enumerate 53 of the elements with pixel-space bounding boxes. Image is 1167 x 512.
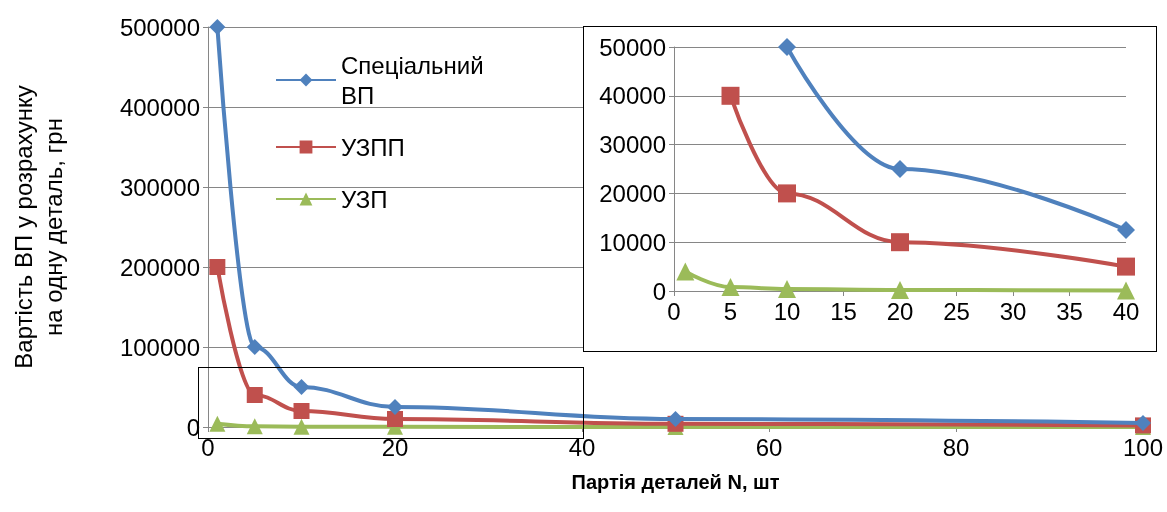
y-axis-title: Вартість ВП у розрахунку на одну деталь, грн — [9, 85, 67, 369]
x-axis-title: Партія деталей N, шт — [571, 471, 780, 493]
x-tick-label: 25 — [943, 297, 970, 325]
point — [891, 233, 909, 252]
point — [778, 280, 796, 299]
point — [293, 418, 310, 435]
point — [293, 403, 310, 419]
x-tick-label: 20 — [886, 297, 914, 325]
y-tick-label: 500000 — [119, 13, 200, 41]
y-tick-label: 50000 — [599, 33, 666, 61]
point — [246, 339, 263, 355]
point — [891, 281, 909, 300]
y-tick-label: 10000 — [599, 228, 666, 256]
x-tick-label: 20 — [381, 433, 409, 461]
y-tick-label: 40000 — [599, 82, 666, 110]
x-tick-label: 80 — [942, 433, 970, 461]
point — [209, 415, 226, 432]
point — [721, 86, 740, 105]
y-tick-label: 30000 — [599, 131, 666, 159]
point — [721, 278, 740, 297]
point — [387, 399, 403, 415]
x-tick-label: 10 — [773, 297, 801, 325]
point — [891, 160, 909, 178]
point — [1117, 281, 1135, 300]
y-tick-label: 400000 — [119, 93, 200, 121]
point — [293, 379, 310, 395]
y-tick-label: 300000 — [119, 173, 200, 201]
point — [1117, 257, 1135, 276]
point — [209, 259, 226, 275]
legend-label: УЗПП — [341, 133, 405, 161]
legend-label: Спеціальний ВП — [341, 51, 484, 109]
y-tick-label: 200000 — [119, 253, 200, 281]
x-tick-label: 5 — [723, 297, 738, 325]
x-tick-label: 100 — [1122, 433, 1164, 461]
y-tick-label: 100000 — [119, 333, 200, 361]
x-tick-label: 35 — [1056, 297, 1083, 325]
x-tick-label: 30 — [999, 297, 1027, 325]
point — [778, 38, 796, 56]
x-tick-label: 40 — [1112, 297, 1140, 325]
point — [246, 418, 263, 435]
point — [676, 262, 695, 281]
point — [387, 411, 403, 427]
x-tick-label: 40 — [568, 433, 596, 461]
x-tick-label: 15 — [830, 297, 857, 325]
legend-label: УЗП — [341, 185, 388, 213]
point — [778, 184, 796, 203]
point — [209, 19, 226, 35]
x-tick-label: 60 — [755, 433, 783, 461]
point — [246, 387, 263, 403]
y-tick-label: 20000 — [599, 179, 666, 207]
point — [667, 411, 684, 427]
y-tick-label: 0 — [652, 277, 666, 305]
point — [1117, 221, 1135, 239]
